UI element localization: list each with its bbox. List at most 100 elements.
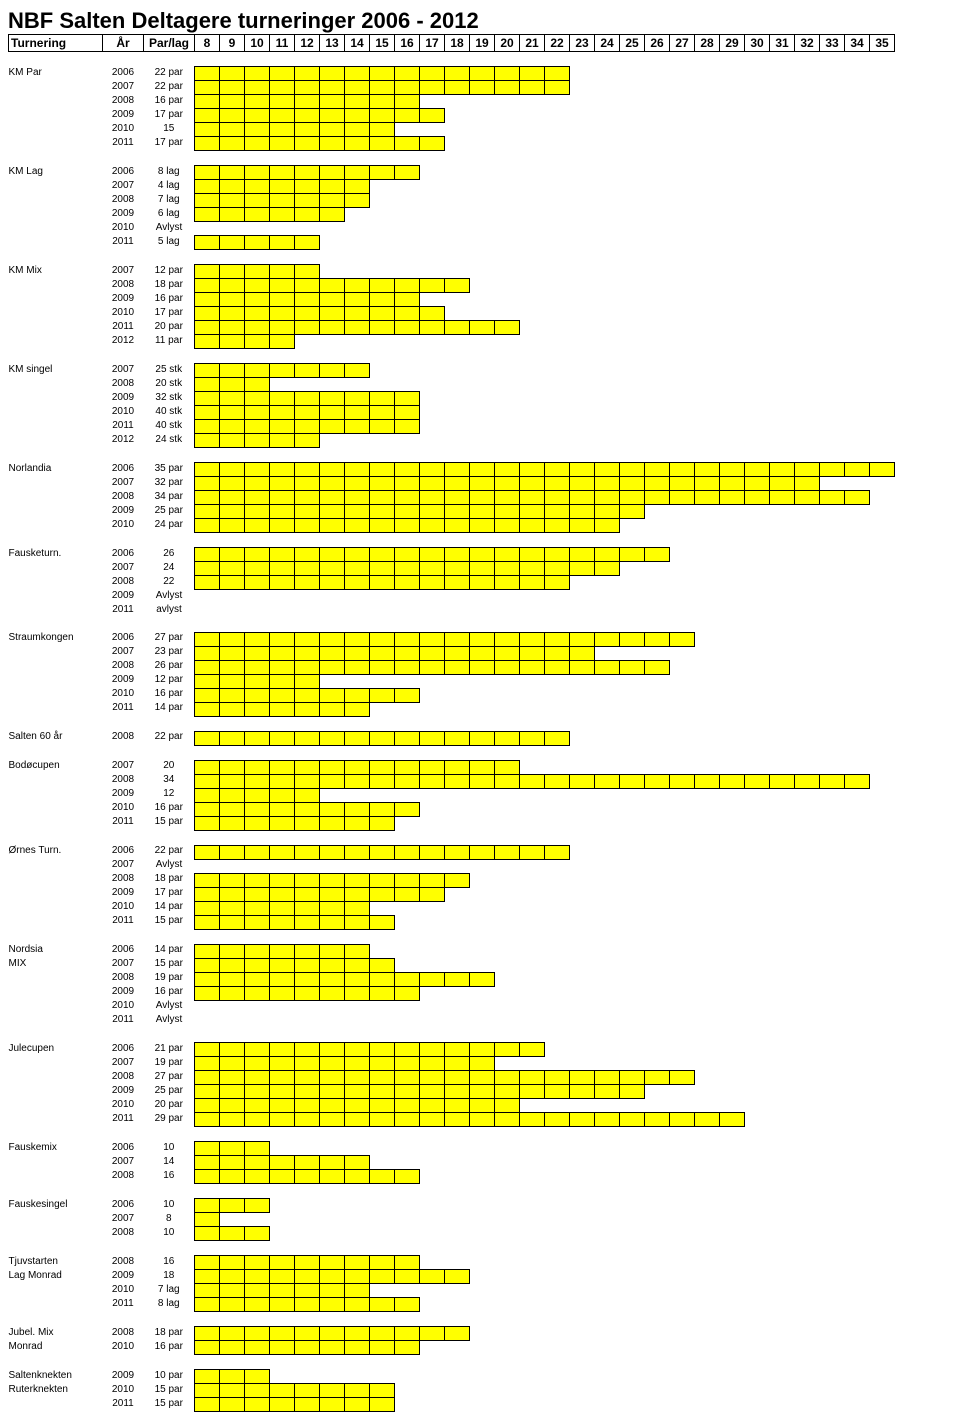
tournament-name (9, 222, 103, 236)
bar-cell (695, 816, 720, 830)
bar-cell (345, 1057, 370, 1071)
bar-cell (545, 477, 570, 491)
bar-cell (745, 1284, 770, 1298)
bar-cell (495, 1113, 520, 1127)
bar-cell (695, 901, 720, 915)
bar-cell (445, 604, 470, 618)
bar-cell (645, 137, 670, 151)
bar-cell (870, 1284, 895, 1298)
bar-cell (820, 194, 845, 208)
bar-cell (870, 901, 895, 915)
bar-cell (820, 958, 845, 972)
bar-cell (795, 590, 820, 604)
bar-cell (870, 788, 895, 802)
value-label: 16 (144, 1256, 195, 1270)
bar-cell (545, 392, 570, 406)
scale-header: 22 (545, 35, 570, 52)
bar-cell (570, 972, 595, 986)
scale-header: 35 (870, 35, 895, 52)
value-label: 25 par (144, 505, 195, 519)
bar-cell (495, 109, 520, 123)
bar-cell (295, 67, 320, 81)
bar-cell (570, 109, 595, 123)
bar-cell (695, 81, 720, 95)
bar-cell (570, 901, 595, 915)
bar-cell (495, 321, 520, 335)
bar-cell (595, 222, 620, 236)
bar-cell (770, 1085, 795, 1099)
bar-cell (270, 265, 295, 279)
bar-cell (295, 1213, 320, 1227)
bar-cell (820, 760, 845, 774)
bar-cell (645, 477, 670, 491)
bar-cell (645, 788, 670, 802)
bar-cell (395, 802, 420, 816)
bar-cell (420, 590, 445, 604)
bar-cell (820, 1213, 845, 1227)
bar-cell (470, 887, 495, 901)
bar-cell (595, 774, 620, 788)
bar-cell (720, 632, 745, 646)
bar-cell (270, 335, 295, 349)
bar-cell (445, 1113, 470, 1127)
bar-cell (220, 420, 245, 434)
bar-cell (670, 1370, 695, 1384)
bar-cell (795, 364, 820, 378)
bar-cell (570, 477, 595, 491)
bar-cell (620, 774, 645, 788)
bar-cell (770, 562, 795, 576)
bar-cell (595, 1256, 620, 1270)
bar-cell (420, 321, 445, 335)
bar-cell (620, 392, 645, 406)
bar-cell (870, 236, 895, 250)
bar-cell (320, 816, 345, 830)
bar-cell (645, 208, 670, 222)
value-label: 11 par (144, 335, 195, 349)
bar-cell (445, 760, 470, 774)
bar-cell (820, 67, 845, 81)
bar-cell (520, 1256, 545, 1270)
bar-cell (420, 788, 445, 802)
bar-cell (320, 321, 345, 335)
bar-cell (520, 774, 545, 788)
bar-cell (370, 180, 395, 194)
bar-cell (195, 1156, 220, 1170)
bar-cell (470, 208, 495, 222)
bar-cell (645, 774, 670, 788)
bar-cell (620, 1227, 645, 1241)
bar-cell (395, 1298, 420, 1312)
year-cell: 2006 (103, 1043, 144, 1057)
bar-cell (395, 1099, 420, 1113)
bar-cell (795, 1000, 820, 1014)
bar-cell (820, 1099, 845, 1113)
bar-cell (195, 1057, 220, 1071)
bar-cell (845, 1000, 870, 1014)
bar-cell (845, 816, 870, 830)
bar-cell (795, 1156, 820, 1170)
bar-cell (595, 604, 620, 618)
bar-cell (395, 958, 420, 972)
bar-cell (270, 887, 295, 901)
bar-cell (495, 491, 520, 505)
bar-cell (620, 688, 645, 702)
bar-cell (245, 845, 270, 859)
bar-cell (845, 873, 870, 887)
bar-cell (820, 208, 845, 222)
bar-cell (620, 463, 645, 477)
bar-cell (395, 166, 420, 180)
bar-cell (620, 590, 645, 604)
bar-cell (720, 166, 745, 180)
bar-cell (820, 420, 845, 434)
bar-cell (320, 265, 345, 279)
bar-cell (370, 604, 395, 618)
value-label: 35 par (144, 463, 195, 477)
bar-cell (220, 688, 245, 702)
bar-cell (270, 1043, 295, 1057)
bar-cell (570, 265, 595, 279)
bar-cell (795, 674, 820, 688)
bar-cell (770, 477, 795, 491)
bar-cell (520, 364, 545, 378)
bar-cell (545, 1370, 570, 1384)
bar-cell (520, 194, 545, 208)
scale-header: 14 (345, 35, 370, 52)
